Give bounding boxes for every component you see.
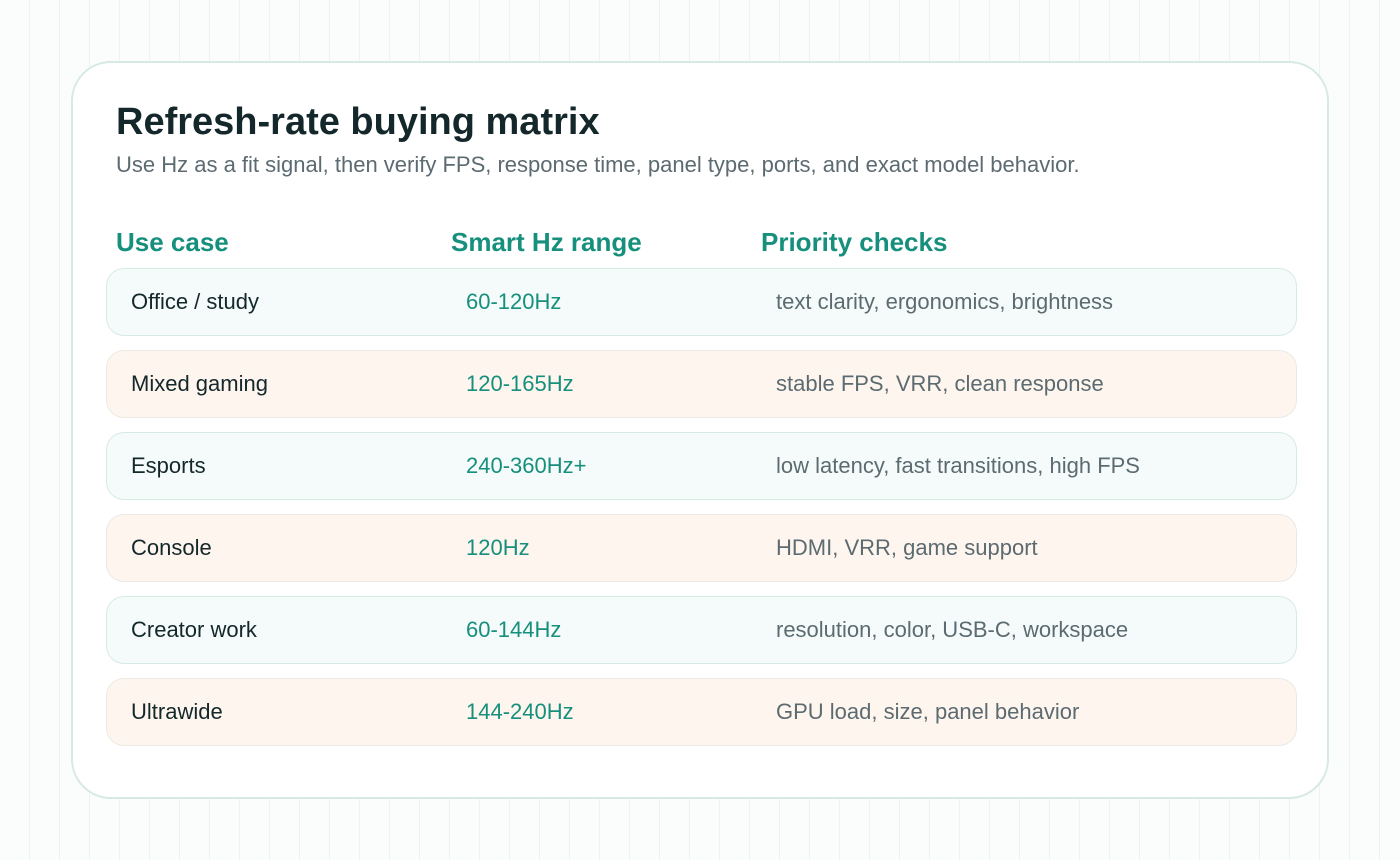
use-case-cell: Ultrawide [131, 699, 223, 724]
page-title: Refresh-rate buying matrix [116, 101, 600, 143]
column-header-hz-range: Smart Hz range [451, 227, 642, 257]
use-case-cell: Esports [131, 453, 206, 478]
table-row: Office / study 60-120Hz text clarity, er… [106, 268, 1297, 336]
matrix-table: Office / study 60-120Hz text clarity, er… [106, 268, 1297, 760]
hz-range-cell: 60-120Hz [466, 289, 562, 314]
hz-range-cell: 120Hz [466, 535, 530, 560]
matrix-card: Refresh-rate buying matrix Use Hz as a f… [71, 61, 1329, 799]
page-subtitle: Use Hz as a fit signal, then verify FPS,… [116, 152, 1080, 177]
hz-range-cell: 120-165Hz [466, 371, 574, 396]
table-row: Ultrawide 144-240Hz GPU load, size, pane… [106, 678, 1297, 746]
priority-checks-cell: text clarity, ergonomics, brightness [776, 289, 1114, 314]
priority-checks-cell: low latency, fast transitions, high FPS [776, 453, 1140, 478]
hz-range-cell: 240-360Hz+ [466, 453, 587, 478]
priority-checks-cell: GPU load, size, panel behavior [776, 699, 1080, 724]
column-header-priority-checks: Priority checks [761, 227, 948, 257]
priority-checks-cell: resolution, color, USB-C, workspace [776, 617, 1129, 642]
table-row: Esports 240-360Hz+ low latency, fast tra… [106, 432, 1297, 500]
use-case-cell: Office / study [131, 289, 259, 314]
use-case-cell: Console [131, 535, 212, 560]
use-case-cell: Creator work [131, 617, 257, 642]
hz-range-cell: 60-144Hz [466, 617, 562, 642]
priority-checks-cell: HDMI, VRR, game support [776, 535, 1038, 560]
priority-checks-cell: stable FPS, VRR, clean response [776, 371, 1104, 396]
hz-range-cell: 144-240Hz [466, 699, 574, 724]
table-row: Mixed gaming 120-165Hz stable FPS, VRR, … [106, 350, 1297, 418]
use-case-cell: Mixed gaming [131, 371, 268, 396]
table-row: Creator work 60-144Hz resolution, color,… [106, 596, 1297, 664]
table-row: Console 120Hz HDMI, VRR, game support [106, 514, 1297, 582]
column-header-use-case: Use case [116, 227, 229, 257]
